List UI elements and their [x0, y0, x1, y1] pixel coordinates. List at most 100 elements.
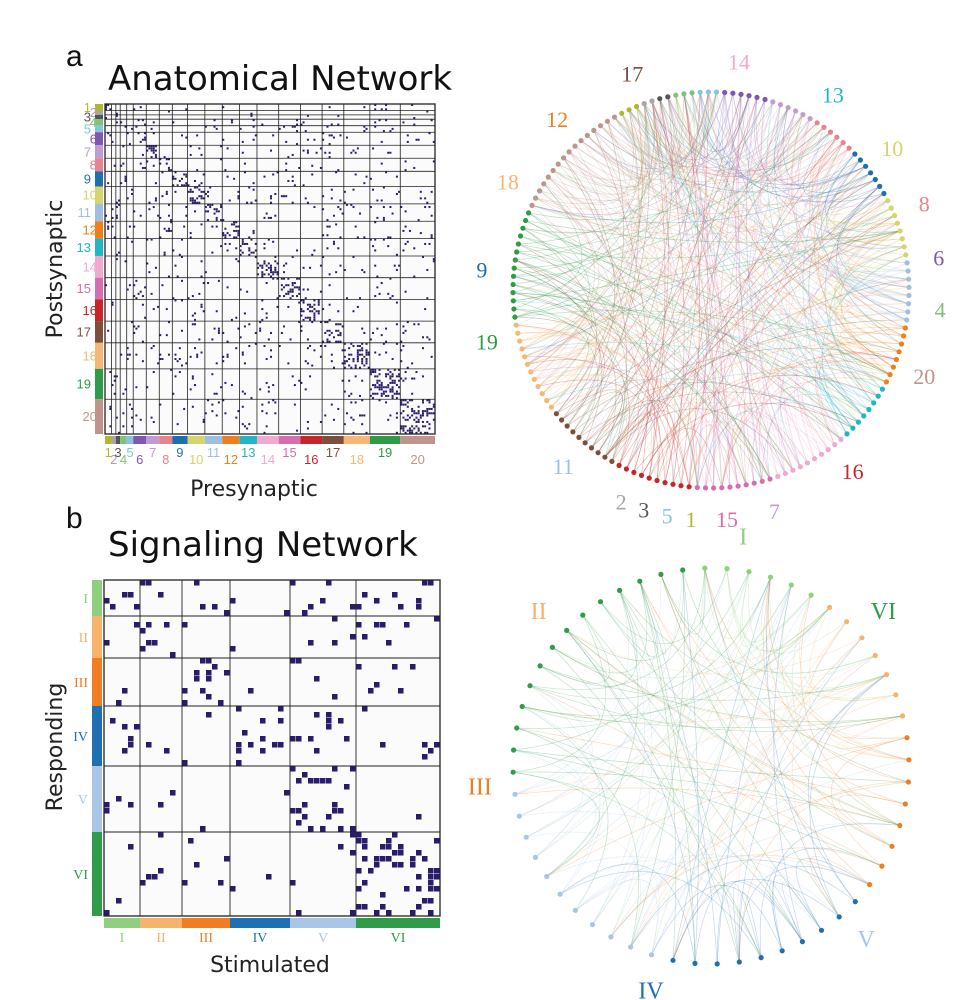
matrix-cell	[259, 388, 262, 391]
anatomical-circle-edge	[546, 95, 677, 401]
anatomical-matrix-row-label: 16	[83, 303, 97, 318]
matrix-cell	[385, 340, 388, 343]
anatomical-circle-nodes	[510, 89, 912, 491]
anatomical-circle-edge	[835, 246, 905, 337]
anatomical-circle-edge	[754, 104, 786, 474]
matrix-cell	[196, 197, 199, 200]
anatomical-circle-edge	[621, 92, 717, 169]
matrix-cell	[131, 127, 134, 130]
matrix-cell	[239, 253, 242, 256]
matrix-cell	[254, 134, 257, 137]
anatomical-circle-edge	[821, 254, 906, 435]
matrix-cell	[185, 182, 188, 185]
matrix-cell	[161, 171, 164, 174]
matrix-cell	[352, 206, 355, 209]
matrix-cell	[302, 802, 308, 808]
anatomical-matrix-col-label: 14	[261, 452, 275, 467]
anatomical-circle-edge	[839, 327, 906, 360]
matrix-cell	[239, 127, 242, 130]
anatomical-circle-edge	[705, 410, 808, 488]
signaling-matrix-row-label: V	[78, 793, 88, 808]
matrix-cell	[416, 874, 422, 880]
matrix-cell	[280, 288, 283, 291]
matrix-cell	[146, 238, 149, 241]
matrix-cell	[432, 160, 435, 163]
signaling-circle-edge	[809, 674, 887, 918]
matrix-cell	[320, 778, 326, 784]
matrix-cell	[419, 416, 422, 419]
anatomical-circle-node	[899, 236, 905, 242]
matrix-cell	[298, 286, 301, 289]
matrix-cell	[290, 736, 296, 742]
signaling-circle-edge	[639, 581, 677, 961]
anatomical-circle-node	[529, 202, 535, 208]
anatomical-circle-edge	[688, 417, 779, 487]
anatomical-circle-node	[814, 120, 820, 126]
matrix-cell	[350, 151, 353, 154]
anatomical-circle-edge	[820, 153, 907, 321]
signaling-circle-node	[572, 907, 579, 913]
matrix-cell	[335, 323, 338, 326]
matrix-cell	[380, 199, 383, 202]
anatomical-circle-edge	[614, 116, 895, 224]
matrix-cell	[326, 340, 329, 343]
matrix-cell	[283, 125, 286, 128]
signaling-matrix-row-color-bar	[92, 766, 102, 832]
anatomical-circle-edge	[572, 382, 842, 440]
signaling-circle-edge	[781, 882, 822, 942]
matrix-cell	[105, 284, 107, 287]
matrix-cell	[172, 249, 175, 252]
matrix-cell	[194, 323, 197, 326]
matrix-cell	[343, 190, 346, 193]
anatomical-circle-edge	[557, 163, 658, 479]
matrix-cell	[152, 420, 155, 423]
matrix-cell	[402, 425, 405, 428]
matrix-cell	[278, 718, 284, 724]
matrix-cell	[182, 700, 188, 706]
matrix-cell	[311, 305, 314, 308]
anatomical-circle-edge	[513, 300, 883, 390]
matrix-cell	[263, 262, 266, 265]
matrix-cell	[326, 778, 332, 784]
matrix-cell	[248, 247, 251, 250]
matrix-cell	[260, 718, 266, 724]
signaling-circle-edge	[651, 584, 792, 955]
anatomical-circle-edge	[538, 379, 659, 481]
anatomical-circle-node	[689, 90, 695, 96]
matrix-cell	[124, 179, 127, 182]
anatomical-circle-edge	[548, 176, 848, 435]
matrix-cell	[284, 790, 290, 796]
anatomical-circle-edge	[535, 197, 906, 329]
matrix-cell	[241, 151, 244, 154]
matrix-cell	[415, 420, 418, 423]
anatomical-circle-edge	[552, 170, 910, 288]
anatomical-matrix-col-color-bar	[105, 436, 112, 444]
matrix-cell	[398, 379, 401, 382]
anatomical-circle-node	[526, 210, 532, 216]
matrix-cell	[254, 242, 257, 245]
matrix-cell	[200, 826, 206, 832]
matrix-cell	[378, 379, 381, 382]
anatomical-circle-group-label: 18	[497, 170, 519, 195]
matrix-cell	[382, 342, 385, 345]
matrix-cell	[293, 184, 296, 187]
matrix-cell	[328, 143, 331, 146]
matrix-cell	[109, 405, 112, 408]
matrix-cell	[164, 748, 170, 754]
matrix-cell	[285, 195, 288, 198]
anatomical-matrix-row-label: 8	[90, 157, 97, 172]
signaling-circle-edge	[798, 594, 896, 701]
anatomical-circle-edge	[827, 341, 897, 375]
matrix-cell	[152, 151, 155, 154]
matrix-cell	[198, 201, 201, 204]
matrix-cell	[224, 236, 227, 239]
matrix-cell	[356, 664, 362, 670]
matrix-cell	[270, 216, 272, 219]
signaling-circle-edge	[660, 574, 893, 847]
signaling-circle-edge	[807, 674, 887, 902]
anatomical-circle-group-label: 13	[822, 83, 844, 108]
matrix-cell	[415, 138, 418, 141]
anatomical-circle-edge	[643, 103, 866, 185]
matrix-cell	[406, 140, 409, 143]
anatomical-circle-edge	[546, 303, 909, 401]
